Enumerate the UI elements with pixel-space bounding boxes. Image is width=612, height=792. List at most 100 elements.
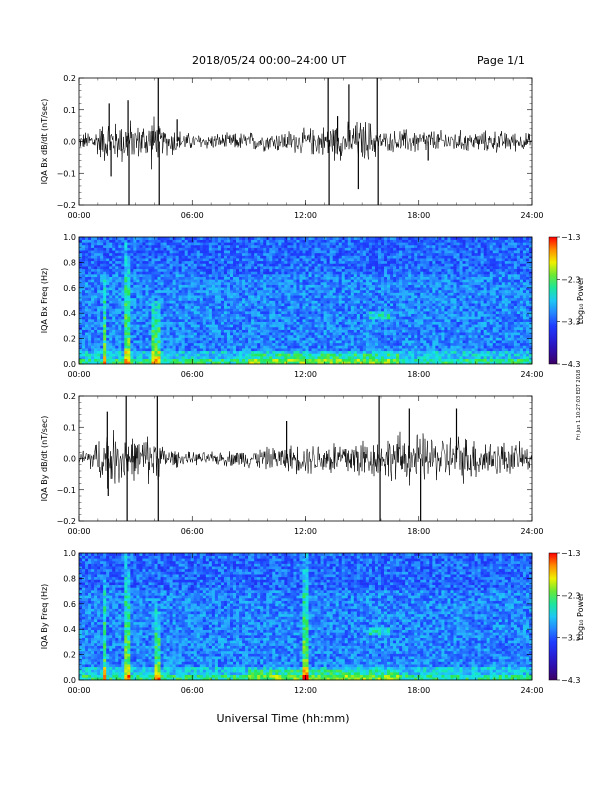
spectrogram-cell [190,295,195,299]
spectrogram-cell [311,287,315,291]
spectrogram-cell [148,289,152,293]
spectrogram-cell [251,353,255,357]
spectrogram-cell [196,348,201,352]
spectrogram-cell [139,239,143,243]
spectrogram-cell [287,250,291,254]
spectrogram-cell [344,244,349,248]
spectrogram-cell [196,287,201,291]
spectrogram-cell [103,342,107,346]
spectrogram-cell [381,263,385,267]
spectrogram-cell [314,295,318,299]
spectrogram-cell [148,353,152,357]
spectrogram-cell [205,244,210,248]
spectrogram-cell [178,281,182,285]
spectrogram-cell [338,348,343,352]
spectrogram-cell [172,276,176,280]
spectrogram-cell [190,258,195,262]
spectrogram-cell [287,260,291,264]
spectrogram-cell [127,239,131,243]
spectrogram-cell [356,350,361,354]
spectrogram-cell [374,348,379,352]
spectrogram-cell [118,353,122,357]
spectrogram-cell [166,258,170,262]
spectrogram-cell [332,353,336,357]
spectrogram-cell [94,297,98,301]
spectrogram-cell [287,326,291,330]
spectrogram-cell [226,319,231,322]
spectrogram-cell [233,300,237,304]
spectrogram-cell [254,268,258,272]
spectrogram-cell [287,329,291,333]
spectrogram-cell [314,308,318,312]
spectrogram-cell [223,276,228,280]
spectrogram-cell [148,297,152,301]
spectrogram-cell [251,334,255,338]
spectrogram-cell [260,247,264,251]
spectrogram-cell [239,268,243,272]
spectrogram-cell [118,303,122,307]
spectrogram-cell [245,334,249,338]
spectrogram-cell [190,324,195,328]
spectrogram-cell [311,300,315,304]
spectrogram-cell [94,308,98,312]
spectrogram-cell [287,263,291,267]
spectrogram-cell [148,287,152,291]
spectrogram-cell [251,268,255,272]
spectrogram-cell [109,247,113,251]
spectrogram-cell [284,255,288,259]
spectrogram-cell [275,319,279,322]
spectrogram-cell [233,356,237,360]
spectrogram-cell [193,239,198,243]
spectrogram-cell [317,345,321,349]
spectrogram-cell [172,313,176,317]
spectrogram-cell [353,356,358,360]
spectrogram-cell [163,258,167,262]
spectrogram-cell [356,274,361,277]
spectrogram-cell [281,350,285,354]
spectrogram-cell [230,258,234,262]
spectrogram-cell [127,316,131,320]
spectrogram-cell [175,281,179,285]
spectrogram-cell [260,284,264,288]
spectrogram-cell [217,342,222,346]
spectrogram-cell [223,258,228,262]
spectrogram-cell [299,334,303,338]
spectrogram-cell [94,311,98,315]
spectrogram-cell [223,332,228,336]
spectrogram-cell [178,244,182,248]
spectrogram-cell [377,337,382,341]
spectrogram-cell [296,250,300,254]
spectrogram-cell [254,260,258,264]
spectrogram-cell [91,326,95,330]
spectrogram-cell [178,358,182,362]
spectrogram-cell [217,321,222,325]
spectrogram-cell [181,279,185,283]
spectrogram-cell [220,292,225,296]
spectrogram-cell [278,289,282,293]
spectrogram-cell [269,271,273,275]
spectrogram-cell [350,263,355,267]
spectrogram-cell [217,263,222,267]
spectrogram-cell [196,247,201,251]
spectrogram-cell [233,303,237,307]
spectrogram-cell [103,268,107,272]
spectrogram-cell [257,321,261,325]
spectrogram-cell [281,276,285,280]
spectrogram-cell [103,266,107,270]
spectrogram-cell [374,255,379,259]
spectrogram-cell [139,311,143,315]
spectrogram-cell [269,255,273,259]
spectrogram-cell [384,358,388,362]
spectrogram-cell [317,271,321,275]
spectrogram-cell [127,274,131,277]
spectrogram-cell [196,303,201,307]
spectrogram-cell [121,255,125,259]
spectrogram-cell [284,313,288,317]
spectrogram-cell [353,334,358,338]
spectrogram-cell [377,303,382,307]
spectrogram-cell [257,289,261,293]
spectrogram-cell [109,239,113,243]
spectrogram-cell [329,321,333,325]
spectrogram-cell [359,356,364,360]
spectrogram-cell [100,332,104,336]
